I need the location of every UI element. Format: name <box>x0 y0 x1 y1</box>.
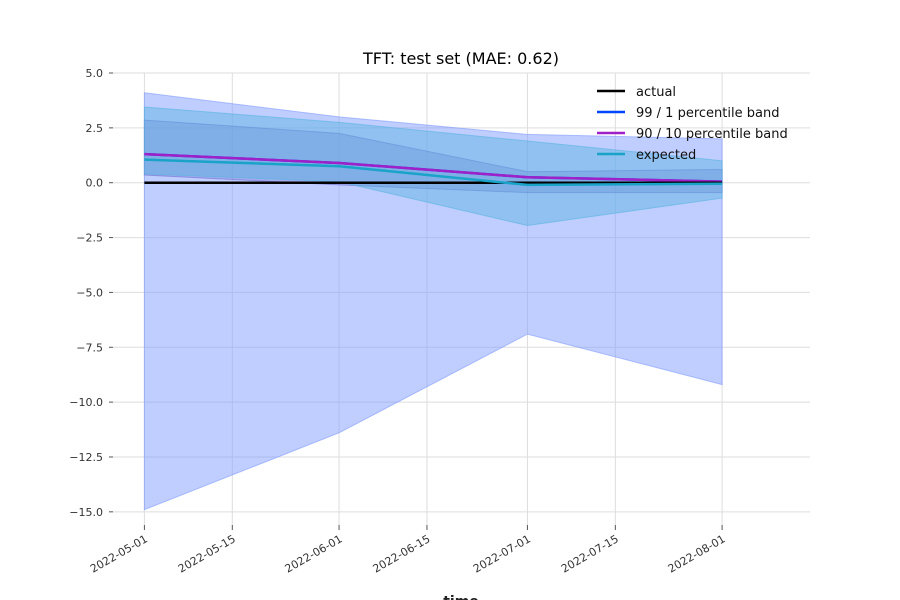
x-tick-label: 2022-05-15 <box>176 532 238 575</box>
series-line-expected <box>144 158 723 187</box>
x-axis: 2022-05-01 2022-05-15 2022-06-01 2022-06-15… <box>88 525 728 576</box>
chart-title: TFT: test set (MAE: 0.62) <box>362 49 559 68</box>
x-tick-label: 2022-05-01 <box>88 532 150 575</box>
y-tick-label: −12.5 <box>69 451 103 464</box>
y-tick-label: −15.0 <box>69 506 103 519</box>
y-tick-label: −10.0 <box>69 396 103 409</box>
legend-label: expected <box>636 148 696 163</box>
legend-label: actual <box>636 85 676 100</box>
y-axis: 5.0 2.5 0.0 −2.5 −5.0 −7.5 −10.0 −12.5 −15.0 <box>69 67 113 519</box>
y-tick-label: −7.5 <box>76 341 103 354</box>
x-tick-label: 2022-07-01 <box>471 532 533 575</box>
y-tick-label: 5.0 <box>86 67 104 80</box>
legend-label: 90 / 10 percentile band <box>636 127 788 142</box>
y-tick-label: 0.0 <box>86 177 104 190</box>
x-axis-label: time <box>443 594 479 600</box>
x-tick-label: 2022-07-15 <box>559 532 621 575</box>
legend: actual 99 / 1 percentile band 90 / 10 perc… <box>597 85 788 163</box>
band-expected-band <box>143 106 723 227</box>
y-tick-label: 2.5 <box>86 122 104 135</box>
series-lines <box>144 152 723 187</box>
y-tick-label: −2.5 <box>76 232 103 245</box>
y-tick-label: −5.0 <box>76 286 103 299</box>
x-tick-label: 2022-06-15 <box>371 532 433 575</box>
legend-label: 99 / 1 percentile band <box>636 106 779 121</box>
series-line-90-10-median <box>144 152 723 183</box>
x-tick-label: 2022-08-01 <box>666 532 728 575</box>
x-tick-label: 2022-06-01 <box>283 532 345 575</box>
bands <box>143 92 723 511</box>
band-99-1-percentile-band <box>143 92 723 511</box>
